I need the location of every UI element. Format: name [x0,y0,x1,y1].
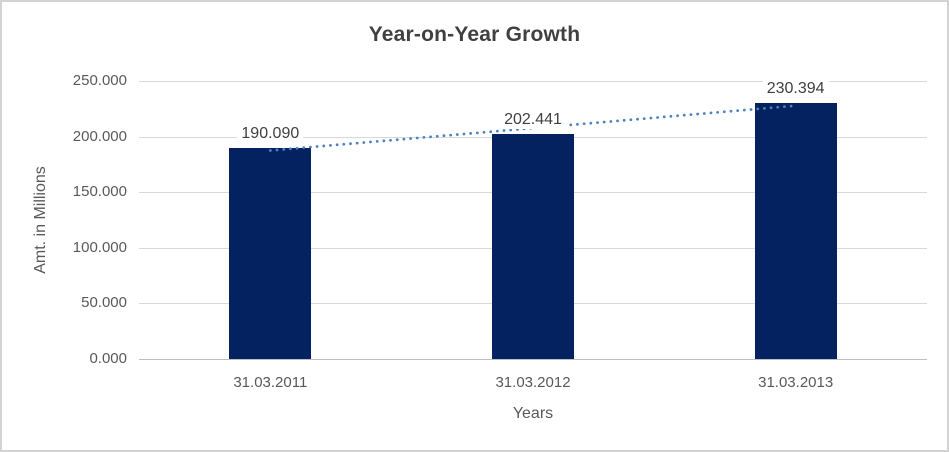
x-tick-label: 31.03.2012 [495,374,571,391]
value-label-layer: 190.090 202.441 230.394 [139,78,927,359]
bar-value-label: 190.090 [237,123,304,143]
gridline [139,81,927,82]
bar-31.03.2011 [229,147,312,359]
x-axis-line [139,359,927,360]
y-tick-label: 150.000 [72,183,127,201]
plot-area: 190.090 202.441 230.394 [139,78,927,360]
y-tick-label: 250.000 [72,72,127,89]
x-tick-label: 31.03.2013 [758,374,834,391]
trendline [268,104,798,152]
y-tick-label: 200.000 [72,127,127,145]
x-tick-label: 31.03.2011 [233,374,308,391]
y-tick-label: 0.000 [89,350,127,367]
bar-31.03.2012 [492,133,574,359]
bar-value-label: 230.394 [762,78,829,98]
bar-layer [139,81,927,359]
x-axis-title: Years [512,405,554,422]
bar-31.03.2013 [754,102,837,359]
bar-value-label: 202.441 [500,109,566,129]
y-tick-label: 50.000 [81,294,127,312]
y-tick-label: 100.000 [72,238,127,256]
chart-title: Year-on-Year Growth [368,23,581,46]
